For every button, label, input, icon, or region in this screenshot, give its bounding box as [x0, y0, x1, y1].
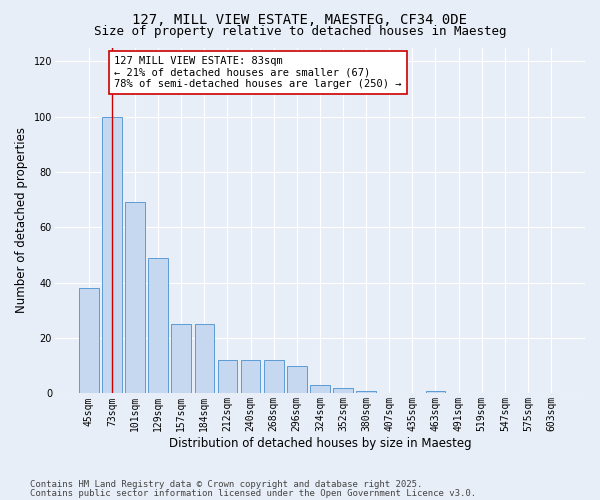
- Text: Size of property relative to detached houses in Maesteg: Size of property relative to detached ho…: [94, 25, 506, 38]
- Bar: [425, 390, 445, 394]
- Bar: [125, 202, 145, 394]
- Text: 127, MILL VIEW ESTATE, MAESTEG, CF34 0DE: 127, MILL VIEW ESTATE, MAESTEG, CF34 0DE: [133, 12, 467, 26]
- Bar: [148, 258, 168, 394]
- Text: Contains HM Land Registry data © Crown copyright and database right 2025.: Contains HM Land Registry data © Crown c…: [30, 480, 422, 489]
- Bar: [172, 324, 191, 394]
- Bar: [241, 360, 260, 394]
- Bar: [310, 385, 330, 394]
- Bar: [79, 288, 98, 394]
- Bar: [102, 116, 122, 394]
- Text: 127 MILL VIEW ESTATE: 83sqm
← 21% of detached houses are smaller (67)
78% of sem: 127 MILL VIEW ESTATE: 83sqm ← 21% of det…: [114, 56, 401, 89]
- Bar: [264, 360, 284, 394]
- Bar: [218, 360, 237, 394]
- Text: Contains public sector information licensed under the Open Government Licence v3: Contains public sector information licen…: [30, 488, 476, 498]
- Bar: [194, 324, 214, 394]
- Y-axis label: Number of detached properties: Number of detached properties: [15, 128, 28, 314]
- Bar: [356, 390, 376, 394]
- Bar: [287, 366, 307, 394]
- Bar: [333, 388, 353, 394]
- X-axis label: Distribution of detached houses by size in Maesteg: Distribution of detached houses by size …: [169, 437, 471, 450]
